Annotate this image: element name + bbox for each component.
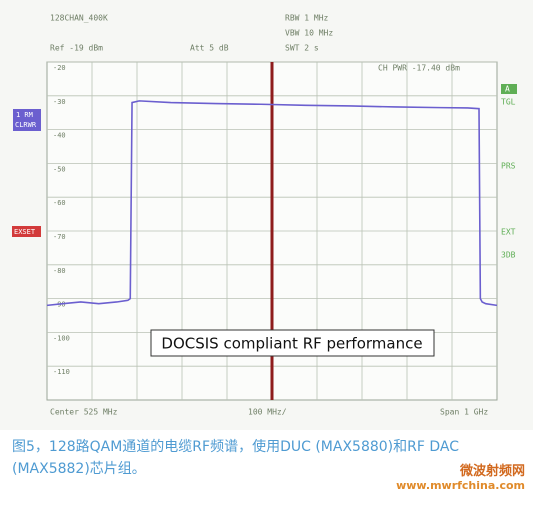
y-tick-label: -100 bbox=[53, 334, 70, 342]
rbw: RBW 1 MHz bbox=[285, 14, 329, 23]
channel-power: CH PWR -17.40 dBm bbox=[378, 64, 460, 73]
vbw: VBW 10 MHz bbox=[285, 29, 333, 38]
y-tick-label: -70 bbox=[53, 233, 66, 241]
y-tick-label: -110 bbox=[53, 368, 70, 376]
prs-label: PRS bbox=[501, 162, 516, 171]
a-label: A bbox=[505, 85, 510, 94]
chart: 128CHAN_400K Ref -19 dBm Att 5 dB RBW 1 … bbox=[0, 0, 533, 430]
watermark-name: 微波射频网 bbox=[459, 464, 525, 479]
center-freq: Center 525 MHz bbox=[50, 408, 118, 417]
swt: SWT 2 s bbox=[285, 44, 319, 53]
trace-flag-line1: 1 RM bbox=[16, 111, 33, 119]
trace-name: 128CHAN_400K bbox=[50, 14, 108, 23]
red-flag-label: EXSET bbox=[14, 228, 36, 236]
watermark-url: www.mwrfchina.com bbox=[396, 479, 525, 492]
a-flag bbox=[501, 84, 517, 94]
tgl-label: TGL bbox=[501, 98, 516, 107]
y-tick-label: -30 bbox=[53, 98, 66, 106]
attenuation: Att 5 dB bbox=[190, 44, 229, 53]
y-tick-label: -20 bbox=[53, 64, 66, 72]
y-tick-label: -40 bbox=[53, 132, 66, 140]
ext-label: EXT bbox=[501, 228, 516, 237]
y-tick-label: -60 bbox=[53, 199, 66, 207]
y-tick-label: -50 bbox=[53, 165, 66, 173]
red-flag bbox=[12, 226, 41, 237]
span-label: Span 1 GHz bbox=[440, 408, 488, 417]
div-label: 100 MHz/ bbox=[248, 408, 287, 417]
trace-flag bbox=[13, 109, 41, 131]
caption: 图5，128路QAM通道的电缆RF频谱，使用DUC (MAX5880)和RF D… bbox=[12, 439, 460, 477]
y-tick-label: -80 bbox=[53, 267, 66, 275]
annotation: DOCSIS compliant RF performance bbox=[161, 335, 422, 353]
db-label: 3DB bbox=[501, 251, 516, 260]
trace bbox=[46, 100, 498, 307]
annotation-box bbox=[150, 329, 435, 357]
watermark: 微波射频网 www.mwrfchina.com bbox=[396, 460, 525, 492]
ref-level: Ref -19 dBm bbox=[50, 44, 103, 53]
trace-flag-line2: CLRWR bbox=[15, 121, 37, 129]
